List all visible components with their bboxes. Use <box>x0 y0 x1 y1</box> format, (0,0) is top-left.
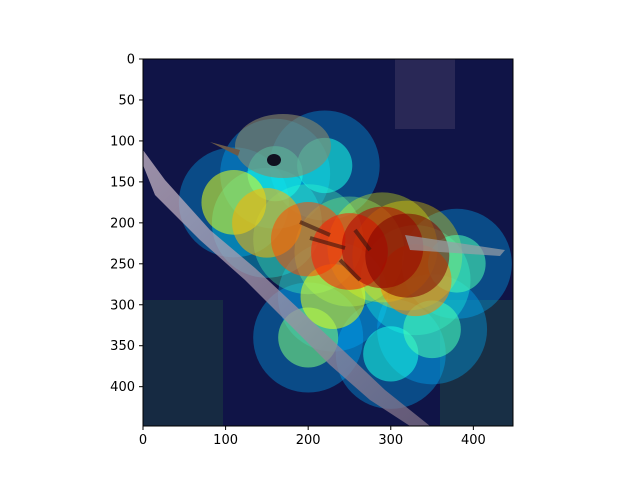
heat-point <box>363 326 419 382</box>
x-tick-label: 100 <box>213 433 238 448</box>
x-axis: 0 100 200 300 400 <box>139 426 486 448</box>
bird-beak <box>210 142 240 156</box>
y-tick-label: 0 <box>127 53 135 68</box>
background-bark <box>395 59 455 129</box>
y-tick-label: 300 <box>110 298 135 313</box>
x-tick-label: 400 <box>461 433 486 448</box>
heat-point <box>365 213 450 298</box>
y-tick-label: 100 <box>110 134 135 149</box>
y-tick-label: 350 <box>110 339 135 354</box>
y-tick-label: 400 <box>110 380 135 395</box>
y-axis: 0 50 100 150 200 250 300 350 400 <box>110 53 143 395</box>
bird-eye <box>267 154 281 166</box>
plot-frame <box>142 58 514 427</box>
y-tick-label: 50 <box>118 93 135 108</box>
y-tick-label: 150 <box>110 175 135 190</box>
bird-head <box>235 114 331 178</box>
heatmap-layer <box>178 110 512 409</box>
background-foliage <box>143 300 223 426</box>
y-tick-label: 250 <box>110 257 135 272</box>
y-tick-label: 200 <box>110 216 135 231</box>
x-tick-label: 0 <box>139 433 147 448</box>
plot-area <box>143 59 513 426</box>
breast-streaks <box>299 220 372 282</box>
x-tick-label: 300 <box>378 433 403 448</box>
bird-tail <box>405 235 505 256</box>
x-tick-label: 200 <box>296 433 321 448</box>
